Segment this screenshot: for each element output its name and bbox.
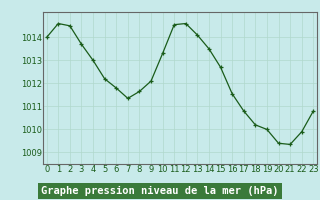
Text: Graphe pression niveau de la mer (hPa): Graphe pression niveau de la mer (hPa) [41,186,279,196]
